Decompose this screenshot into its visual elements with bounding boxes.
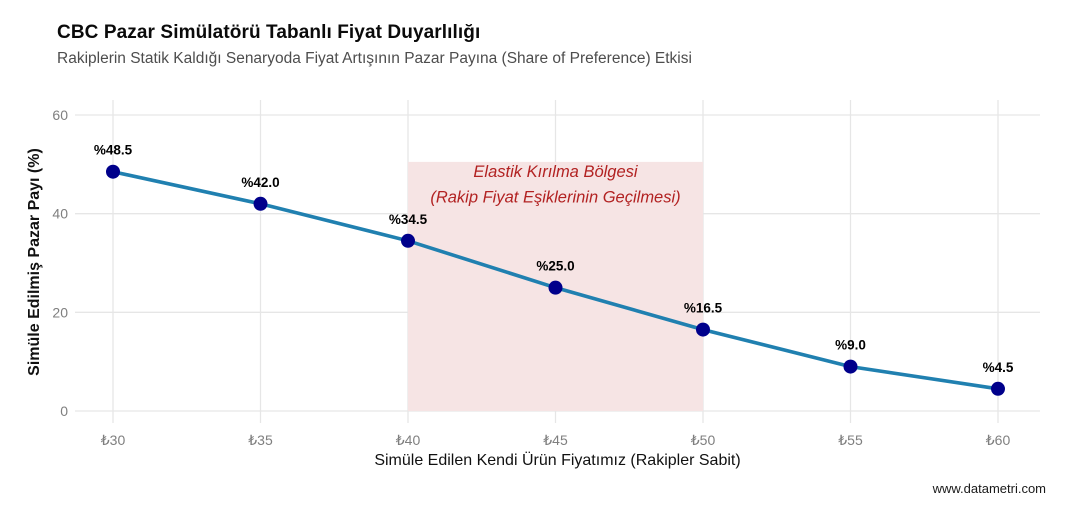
- data-point-label: %4.5: [983, 360, 1014, 375]
- x-tick-label: ₺45: [543, 432, 568, 448]
- x-tick-label: ₺35: [248, 432, 273, 448]
- chart-title: CBC Pazar Simülatörü Tabanlı Fiyat Duyar…: [57, 22, 481, 43]
- chart-subtitle: Rakiplerin Statik Kaldığı Senaryoda Fiya…: [57, 50, 692, 67]
- x-tick-label: ₺50: [691, 432, 716, 448]
- x-tick-label: ₺55: [838, 432, 863, 448]
- data-point-label: %16.5: [684, 301, 723, 316]
- x-tick-label: ₺30: [101, 432, 126, 448]
- y-tick-label: 20: [52, 304, 68, 320]
- region-annotation-line-1: Elastik Kırılma Bölgesi: [473, 163, 638, 181]
- y-tick-label: 0: [60, 403, 68, 419]
- y-tick-label: 60: [52, 107, 68, 123]
- data-point: [253, 196, 268, 211]
- y-tick-label: 40: [52, 206, 68, 222]
- data-point-label: %42.0: [241, 175, 279, 190]
- data-point: [106, 164, 120, 179]
- data-point: [843, 359, 858, 374]
- data-point-label: %48.5: [94, 143, 133, 158]
- x-tick-label: ₺40: [396, 432, 421, 448]
- caption-watermark: www.datametri.com: [932, 481, 1046, 496]
- data-point: [991, 381, 1005, 396]
- y-axis-title: Simüle Edilmiş Pazar Payı (%): [26, 148, 43, 376]
- region-annotation-line-2: (Rakip Fiyat Eşiklerinin Geçilmesi): [430, 188, 680, 206]
- data-point: [696, 322, 710, 337]
- x-tick-label: ₺60: [986, 432, 1011, 448]
- data-point-label: %34.5: [389, 212, 428, 227]
- data-point: [548, 280, 563, 295]
- data-point-label: %25.0: [536, 259, 574, 274]
- x-axis-title: Simüle Edilen Kendi Ürün Fiyatımız (Raki…: [374, 452, 741, 469]
- data-point: [401, 233, 415, 248]
- data-point-label: %9.0: [835, 338, 866, 353]
